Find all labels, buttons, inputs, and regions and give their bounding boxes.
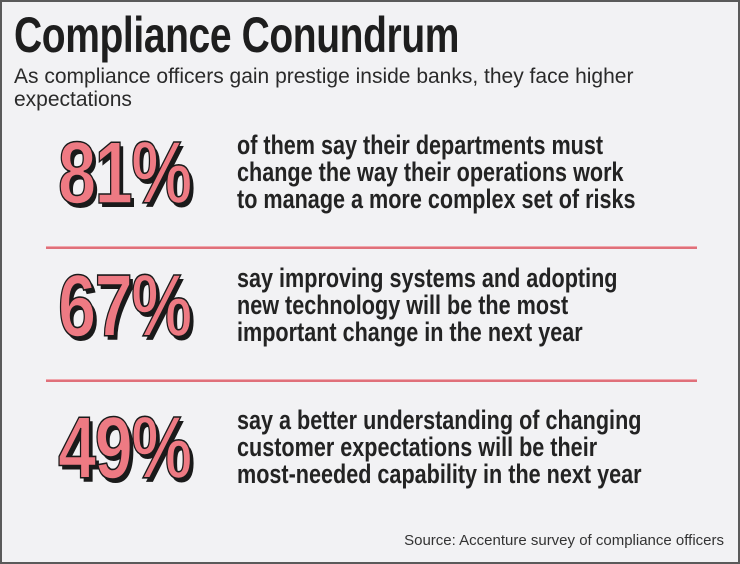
stat-line: say improving systems and adopting [237, 263, 618, 293]
stat-percent: 49% [57, 398, 193, 497]
stat-line: most-needed capability in the next year [237, 459, 642, 489]
stat-percent: 81% [57, 123, 193, 222]
stat-line: customer expectations will be their [237, 432, 598, 462]
divider [46, 246, 697, 249]
stat-description: say a better understanding of changing c… [237, 407, 717, 488]
divider [46, 379, 697, 382]
stat-description: say improving systems and adopting new t… [237, 265, 717, 346]
page-title: Compliance Conundrum [14, 7, 460, 63]
stat-block-2: 67% say improving systems and adopting n… [0, 256, 740, 371]
stat-line: of them say their departments must [237, 130, 604, 160]
stat-line: change the way their operations work [237, 157, 624, 187]
source-note: Source: Accenture survey of compliance o… [404, 532, 724, 549]
stat-block-1: 81% of them say their departments must c… [0, 123, 740, 238]
stat-line: to manage a more complex set of risks [237, 184, 636, 214]
stat-line: say a better understanding of changing [237, 405, 642, 435]
stat-description: of them say their departments must chang… [237, 132, 717, 213]
subtitle: As compliance officers gain prestige ins… [14, 65, 634, 111]
stat-percent: 67% [57, 256, 193, 355]
stat-line: important change in the next year [237, 317, 583, 347]
stat-line: new technology will be the most [237, 290, 569, 320]
stat-block-3: 49% say a better understanding of changi… [0, 398, 740, 513]
